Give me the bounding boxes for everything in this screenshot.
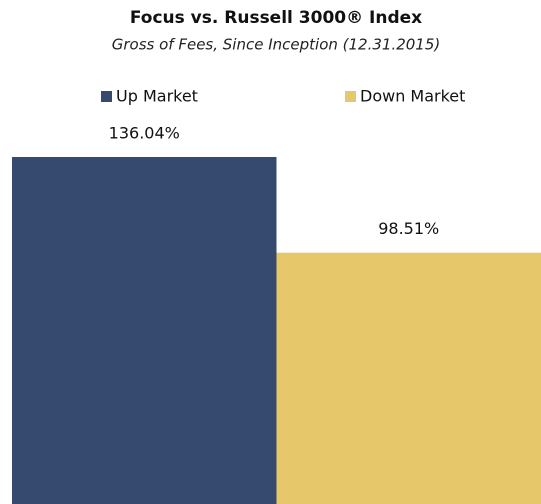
value-label: 136.04%	[109, 124, 180, 143]
chart-subtitle: Gross of Fees, Since Inception (12.31.20…	[112, 36, 440, 54]
bar	[12, 157, 277, 504]
legend-label: Up Market	[116, 87, 198, 106]
bar	[276, 252, 541, 504]
chart-title: Focus vs. Russell 3000® Index	[130, 8, 422, 28]
legend-swatch	[345, 91, 356, 102]
value-label: 98.51%	[378, 219, 439, 238]
legend-label: Down Market	[360, 87, 465, 106]
legend-swatch	[101, 91, 112, 102]
